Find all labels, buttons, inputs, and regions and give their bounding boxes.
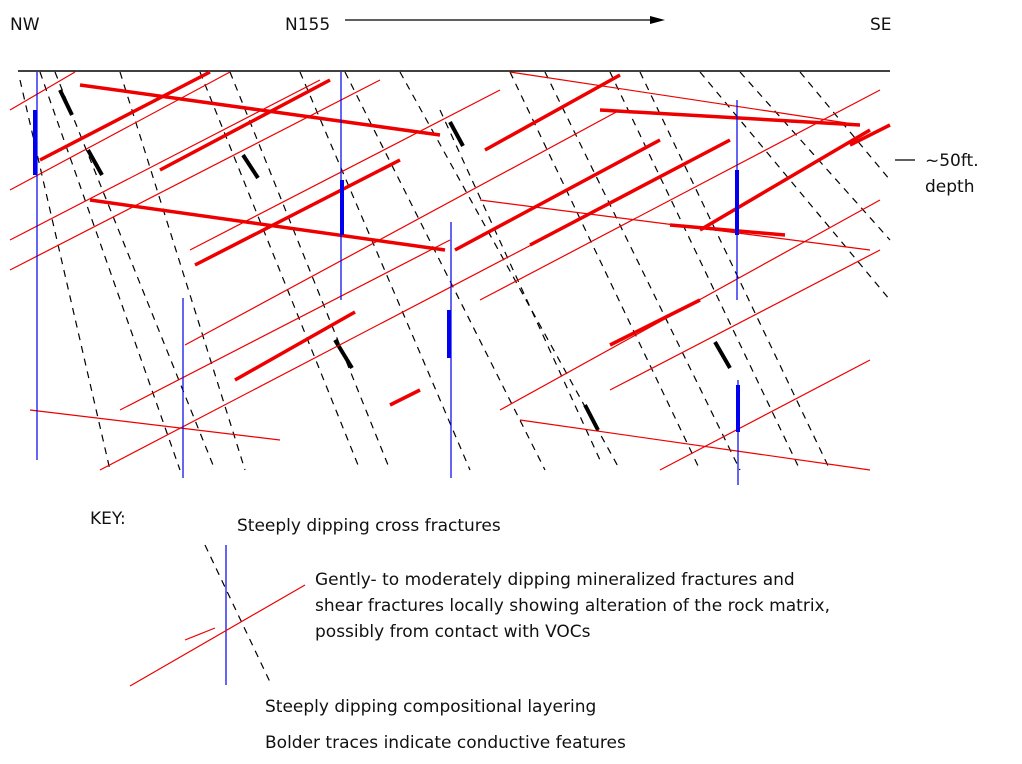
key-text: Bolder traces indicate conductive featur… xyxy=(265,733,626,753)
depth-label: ~50ft. xyxy=(925,151,979,171)
key-cross-fracture xyxy=(205,545,270,682)
key-fracture xyxy=(130,585,305,686)
se-label: SE xyxy=(870,15,892,35)
mineralized-fractures xyxy=(10,72,890,470)
nw-label: NW xyxy=(10,15,40,35)
key-title: KEY: xyxy=(90,509,126,529)
key-fracture xyxy=(185,628,215,640)
arrow-head xyxy=(650,16,665,24)
key-text: Steeply dipping cross fractures xyxy=(237,516,501,536)
key-text: Gently- to moderately dipping mineralize… xyxy=(315,570,795,590)
direction-label: N155 xyxy=(285,15,330,35)
key-text: Steeply dipping compositional layering xyxy=(265,697,596,717)
key-text: shear fractures locally showing alterati… xyxy=(315,596,830,616)
diagram: NW N155 SE ~50ft. depth xyxy=(0,0,1022,764)
depth-label: depth xyxy=(925,177,974,197)
key-text: possibly from contact with VOCs xyxy=(315,622,591,642)
cross-fractures xyxy=(20,72,890,470)
